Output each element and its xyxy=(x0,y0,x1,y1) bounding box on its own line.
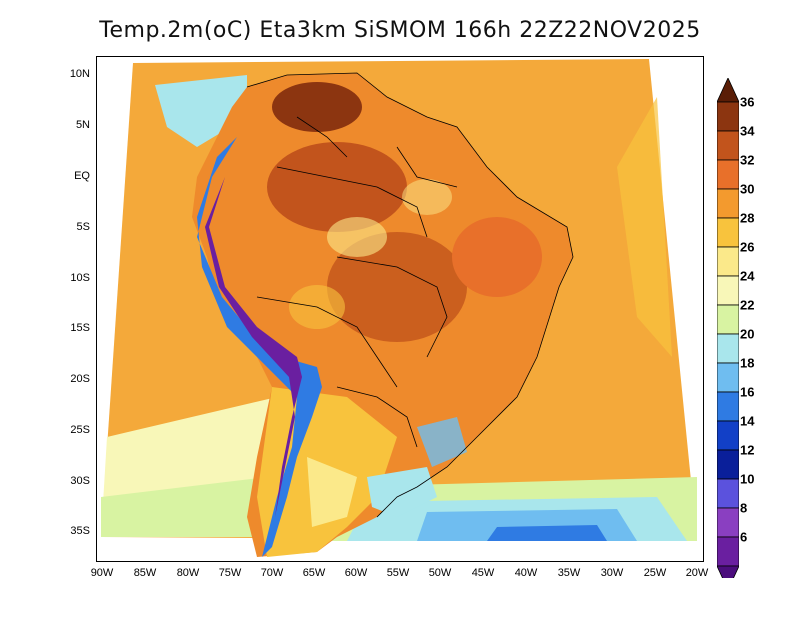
lon-label-30w: 30W xyxy=(600,567,624,579)
colorbar-label: 32 xyxy=(740,152,755,168)
colorbar-label: 18 xyxy=(740,355,755,371)
pampas-pale xyxy=(307,457,357,527)
lon-label-90w: 90W xyxy=(90,567,114,579)
colorbar-segment xyxy=(717,449,739,480)
uruguay-cool xyxy=(367,467,437,517)
lon-label-35w: 35W xyxy=(557,567,581,579)
lon-label-20w: 20W xyxy=(685,567,709,579)
colorbar-top-arrow xyxy=(717,78,739,103)
colorbar xyxy=(717,78,739,578)
lat-label-10s: 10S xyxy=(70,272,90,284)
colorbar-label: 12 xyxy=(740,442,755,458)
colorbar-label: 22 xyxy=(740,297,755,313)
colorbar-segment xyxy=(717,304,739,335)
lat-label-30s: 30S xyxy=(70,475,90,487)
hot-zone-center xyxy=(327,232,467,342)
lon-label-75w: 75W xyxy=(218,567,242,579)
lat-label-35s: 35S xyxy=(70,525,90,537)
lat-label-10n: 10N xyxy=(69,68,90,80)
lat-label-eq: EQ xyxy=(74,170,90,182)
map-title: Temp.2m(oC) Eta3km SiSMOM 166h 22Z22NOV2… xyxy=(99,18,701,43)
pale-zone-1 xyxy=(327,217,387,257)
colorbar-label: 26 xyxy=(740,239,755,255)
lat-label-20s: 20S xyxy=(70,373,90,385)
colorbar-label: 20 xyxy=(740,326,755,342)
colorbar-segment xyxy=(717,159,739,190)
lat-label-5s: 5S xyxy=(76,221,90,233)
temperature-map xyxy=(101,59,697,557)
colorbar-label: 24 xyxy=(740,268,755,284)
colorbar-bottom-arrow xyxy=(717,565,739,578)
colorbar-segments xyxy=(717,78,739,578)
lon-label-65w: 65W xyxy=(302,567,326,579)
colorbar-label: 10 xyxy=(740,471,755,487)
lon-label-80w: 80W xyxy=(176,567,200,579)
colorbar-segment xyxy=(717,536,739,567)
lon-label-40w: 40W xyxy=(514,567,538,579)
lon-label-85w: 85W xyxy=(133,567,157,579)
lat-label-15s: 15S xyxy=(70,322,90,334)
country-borders xyxy=(246,72,574,518)
andes-cold xyxy=(197,137,322,557)
colorbar-label: 30 xyxy=(740,181,755,197)
lat-label-25s: 25S xyxy=(70,424,90,436)
colorbar-segment xyxy=(717,478,739,509)
colorbar-segment xyxy=(717,188,739,219)
colorbar-label: 34 xyxy=(740,123,755,139)
colorbar-label: 16 xyxy=(740,384,755,400)
hot-zone-north xyxy=(272,82,362,132)
hot-zone-amazon xyxy=(267,142,407,232)
colorbar-segment xyxy=(717,420,739,451)
lat-label-5n: 5N xyxy=(75,119,90,131)
lon-label-60w: 60W xyxy=(344,567,368,579)
warm-zone-east xyxy=(452,217,542,297)
colorbar-segment xyxy=(717,275,739,306)
atlantic-north-yellow xyxy=(617,97,672,357)
colorbar-label: 28 xyxy=(740,210,755,226)
colorbar-segment xyxy=(717,507,739,538)
lon-label-70w: 70W xyxy=(260,567,284,579)
colorbar-label: 36 xyxy=(740,94,755,110)
colorbar-segment xyxy=(717,391,739,422)
lon-label-25w: 25W xyxy=(643,567,667,579)
lon-label-55w: 55W xyxy=(386,567,410,579)
atlantic-dark-band xyxy=(487,525,607,541)
colorbar-label: 6 xyxy=(740,529,748,545)
south-brazil-cool xyxy=(417,417,467,467)
southern-cool-band-1 xyxy=(101,477,297,537)
colorbar-label: 14 xyxy=(740,413,755,429)
colorbar-segment xyxy=(717,246,739,277)
andes-very-cold xyxy=(205,177,302,517)
colorbar-label: 8 xyxy=(740,500,748,516)
colorbar-segment xyxy=(717,362,739,393)
lon-label-50w: 50W xyxy=(428,567,452,579)
colorbar-segment xyxy=(717,333,739,364)
colorbar-segment xyxy=(717,217,739,248)
pale-zone-2 xyxy=(402,179,452,215)
colorbar-segment xyxy=(717,101,739,132)
lon-label-45w: 45W xyxy=(471,567,495,579)
map-frame xyxy=(96,56,704,562)
colorbar-segment xyxy=(717,130,739,161)
